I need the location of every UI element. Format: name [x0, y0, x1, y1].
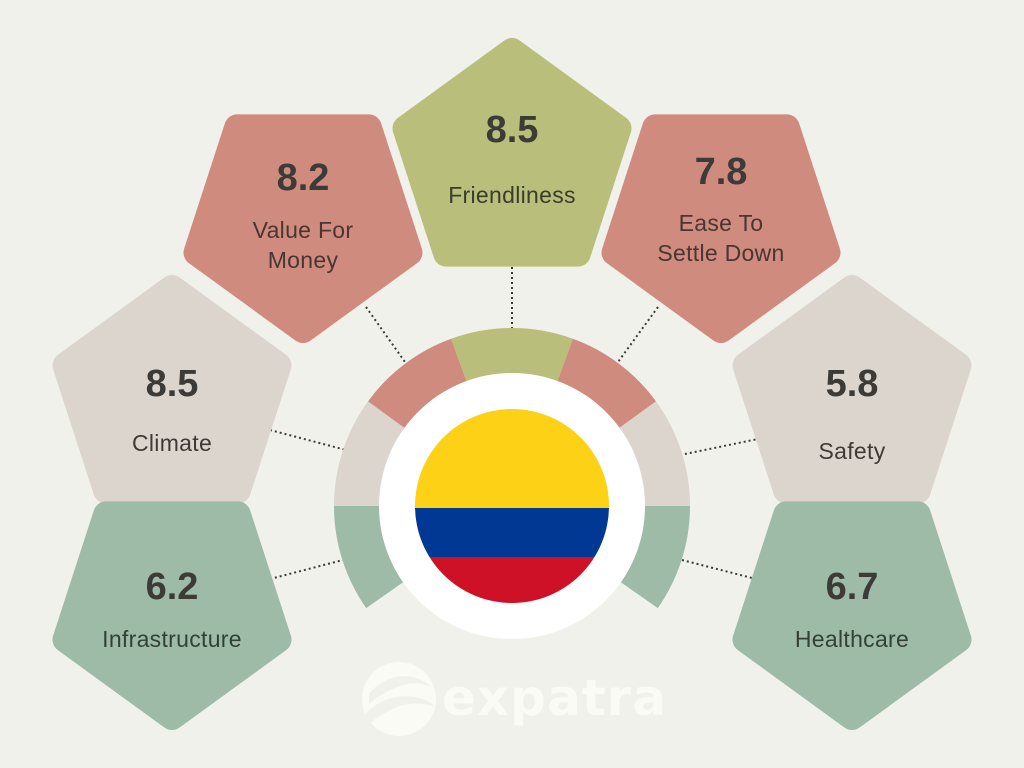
connector-lines: [269, 262, 759, 580]
score-climate: 8.5: [145, 363, 199, 405]
score-safety: 5.8: [825, 363, 879, 405]
logo-icon-spacer: [362, 660, 428, 735]
pentagon-safety: [732, 275, 972, 504]
pentagon-infrastructure: [52, 501, 292, 730]
pentagon-value-for-money: [183, 114, 423, 343]
score-ease-to-settle-down: 7.8: [694, 151, 748, 193]
label-friendliness: Friendliness: [448, 182, 576, 208]
pentagon-healthcare: [732, 501, 972, 730]
connector-healthcare: [681, 559, 753, 579]
label-safety: Safety: [818, 438, 886, 464]
ring-segment-value-for-money: [367, 338, 472, 437]
brand-name: expatra: [442, 668, 667, 727]
connector-infrastructure: [269, 559, 344, 580]
connector-ease: [617, 306, 659, 363]
label-healthcare: Healthcare: [794, 626, 910, 652]
pentagon-climate: [52, 275, 292, 504]
connector-climate: [269, 429, 347, 451]
label-infrastructure: Infrastructure: [102, 626, 242, 652]
label-value-for-money-line2: Money: [267, 247, 339, 273]
ring-segment-ease-to-settle-down: [552, 338, 657, 437]
label-value-for-money-line1: Value For: [252, 217, 354, 243]
score-infrastructure: 6.2: [145, 566, 199, 608]
score-value-for-money: 8.2: [276, 157, 330, 199]
score-healthcare: 6.7: [825, 566, 879, 608]
connector-safety: [679, 438, 759, 456]
expatra-logo-icon: [362, 662, 436, 736]
pentagon-friendliness: [392, 38, 632, 267]
label-climate: Climate: [131, 430, 213, 456]
connector-value-for-money: [365, 306, 406, 363]
score-friendliness: 8.5: [485, 109, 539, 151]
label-ease-line2: Settle Down: [657, 240, 785, 266]
brand-logo: expatra: [362, 660, 667, 735]
pentagon-ease-to-settle-down: [601, 114, 841, 343]
label-ease-line1: Ease To: [678, 210, 764, 236]
